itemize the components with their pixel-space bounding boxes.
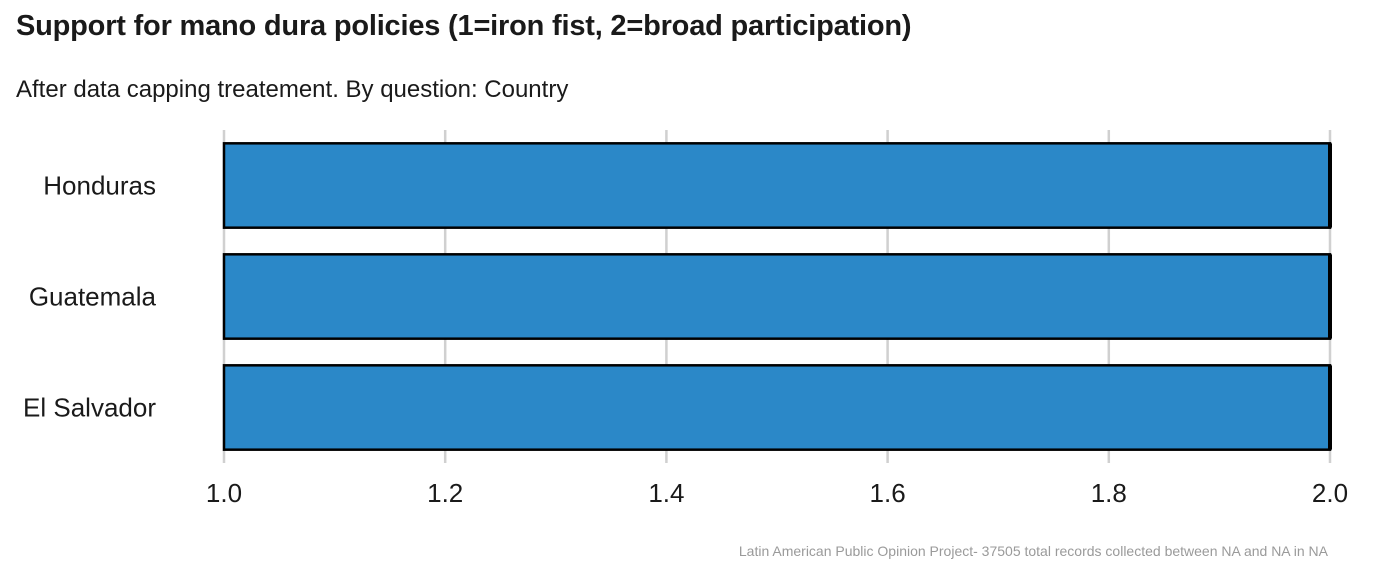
bar bbox=[222, 253, 1332, 340]
category-label: Guatemala bbox=[29, 282, 157, 312]
bars bbox=[222, 142, 1332, 451]
x-axis-tick-labels: 1.0 1.2 1.4 1.6 1.8 2.0 bbox=[206, 478, 1348, 508]
chart-caption: Latin American Public Opinion Project- 3… bbox=[738, 543, 1328, 559]
category-labels: Honduras Guatemala El Salvador bbox=[23, 171, 157, 423]
x-tick-label: 1.4 bbox=[648, 478, 684, 508]
category-label: Honduras bbox=[43, 171, 156, 201]
x-tick-label: 1.0 bbox=[206, 478, 242, 508]
bar bbox=[222, 364, 1332, 451]
chart-subtitle: After data capping treatement. By questi… bbox=[16, 76, 569, 103]
category-label: El Salvador bbox=[23, 393, 156, 423]
x-tick-label: 1.8 bbox=[1091, 478, 1127, 508]
chart-title: Support for mano dura policies (1=iron f… bbox=[16, 10, 912, 42]
bar bbox=[222, 142, 1332, 229]
x-tick-label: 1.6 bbox=[870, 478, 906, 508]
x-tick-label: 2.0 bbox=[1312, 478, 1348, 508]
x-tick-label: 1.2 bbox=[427, 478, 463, 508]
